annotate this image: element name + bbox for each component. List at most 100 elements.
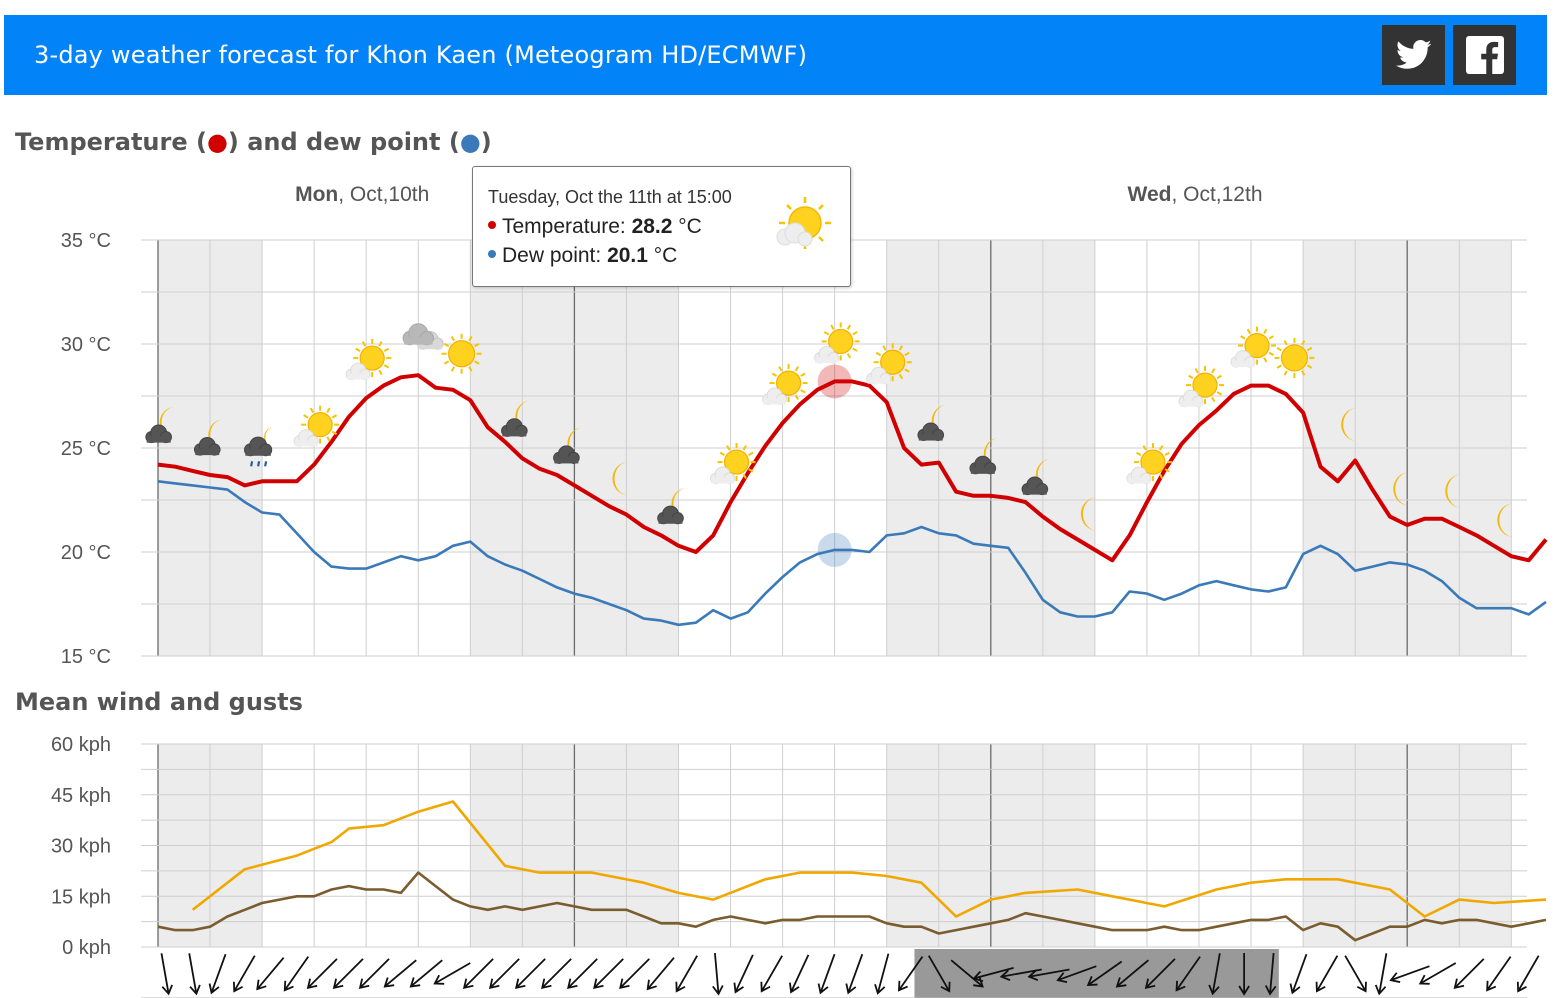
wind-arrow <box>1175 956 1201 992</box>
moon-rain-cloud-icon <box>244 426 276 467</box>
tooltip-temperature-label: Temperature: <box>502 215 632 238</box>
wind-arrow-shaft <box>950 959 983 987</box>
tooltip-temperature-unit: °C <box>672 215 702 238</box>
sun-ray <box>1211 368 1216 374</box>
sun-ray <box>1306 347 1313 352</box>
tooltip-dew-point-label: Dew point: <box>502 244 608 267</box>
tooltip-dew-point-value: 20.1 <box>607 244 648 267</box>
wind-arrow-shaft <box>1316 955 1339 991</box>
wind-arrow-shaft <box>257 957 285 989</box>
wind-arrow-shaft <box>1378 953 1388 993</box>
moon-cloud-icon <box>553 427 584 464</box>
wind-arrow <box>927 955 951 993</box>
sun-ray <box>846 353 852 359</box>
wind-arrow-head <box>514 978 526 990</box>
wind-arrow <box>972 966 1014 983</box>
title-part: Temperature ( <box>15 128 207 156</box>
moon-cloud-icon <box>501 400 532 437</box>
sun-ray <box>1283 370 1288 376</box>
wind-arrow-head <box>1289 983 1301 995</box>
cloud-base <box>404 337 433 345</box>
sun-ray <box>852 347 858 352</box>
tooltip-temperature-value: 28.2 <box>631 215 673 238</box>
temperature-section-title: Temperature (●) and dew point (●) <box>15 128 492 156</box>
wind-arrow-shaft <box>1117 959 1149 987</box>
wind-arrow-head <box>897 980 908 992</box>
wind-arrow-head <box>712 985 724 996</box>
sun-ray <box>326 436 331 442</box>
wind-arrow <box>733 954 754 994</box>
wind-arrow-head <box>973 977 984 988</box>
y-tick-label: 0 kph <box>62 937 111 959</box>
wind-arrow-head <box>593 978 604 990</box>
wind-arrow-shaft <box>1344 955 1366 991</box>
moon-cloud-icon <box>969 437 1000 475</box>
cloud-base <box>763 398 786 405</box>
wind-arrow <box>1418 962 1457 985</box>
sun-ray <box>1246 328 1251 334</box>
wind-arrow <box>1389 965 1430 984</box>
y-tick-label: 35 °C <box>61 230 111 252</box>
wind-arrow-head <box>1056 972 1068 984</box>
wind-arrow-head <box>874 983 886 995</box>
wind-arrow <box>233 955 256 993</box>
sun-ray <box>361 341 367 347</box>
wind-arrow-shaft <box>284 956 310 990</box>
wind-arrow <box>1486 956 1512 992</box>
twitter-share-button[interactable] <box>1382 25 1445 85</box>
wind-arrow-shaft <box>542 958 572 988</box>
wind-arrow <box>1086 960 1123 987</box>
wind-arrow-head <box>233 981 244 993</box>
page-header: 3-day weather forecast for Khon Kaen (Me… <box>4 15 1547 95</box>
wind-arrow-shaft <box>160 953 170 993</box>
cloud-base <box>970 467 995 474</box>
tooltip-dew-point-unit: °C <box>647 244 678 267</box>
sun-ray <box>726 445 731 451</box>
sun-ray <box>309 407 315 414</box>
temperature-dot <box>488 221 496 230</box>
facebook-icon <box>1465 36 1504 74</box>
sun-disc <box>359 345 385 371</box>
wind-arrow <box>188 953 201 996</box>
cloud-base <box>146 436 171 443</box>
wind-arrow-head <box>940 981 951 993</box>
sun-ray <box>468 335 473 342</box>
wind-arrow-head <box>332 978 344 990</box>
sun-disc <box>1140 449 1166 475</box>
sun-ray <box>355 347 361 352</box>
night-band <box>470 744 679 947</box>
wind-arrow-head <box>972 970 984 983</box>
wind-arrow-shaft <box>714 952 720 994</box>
cloud-base <box>554 457 579 464</box>
sun-ray <box>378 369 383 376</box>
wind-arrow-shaft <box>1088 960 1123 986</box>
wind-arrow <box>306 958 338 990</box>
wind-arrow <box>999 968 1042 982</box>
wind-arrow-head <box>760 981 771 993</box>
moon-cloud-icon <box>917 404 948 442</box>
wind-arrow-shaft <box>1420 962 1457 984</box>
sun-disc <box>448 340 476 368</box>
sun-ray <box>474 360 480 365</box>
dew-point-legend-dot: ● <box>459 128 481 156</box>
sun-ray <box>771 372 777 377</box>
rain-drop <box>250 461 254 467</box>
wind-arrow-head <box>433 974 445 985</box>
y-tick-label: 30 °C <box>61 334 111 356</box>
sun-disc <box>775 370 802 396</box>
wind-arrow-head <box>189 984 201 996</box>
sun-ray <box>748 451 754 456</box>
sun-ray <box>1188 374 1194 379</box>
wind-arrow-head <box>1486 980 1497 992</box>
wind-arrow-shaft <box>1029 968 1070 978</box>
wind-arrow-shaft <box>1002 968 1042 978</box>
sun-disc <box>307 412 333 438</box>
wind-arrow-shaft <box>735 954 754 992</box>
y-tick-label: 15 °C <box>61 646 111 668</box>
wind-arrow-shaft <box>1454 958 1485 988</box>
sun-cloud-icon <box>1178 366 1224 408</box>
sun-ray <box>1164 468 1170 473</box>
facebook-share-button[interactable] <box>1453 25 1516 85</box>
day-name: Wed <box>1128 183 1172 206</box>
sun-ray <box>778 366 783 372</box>
